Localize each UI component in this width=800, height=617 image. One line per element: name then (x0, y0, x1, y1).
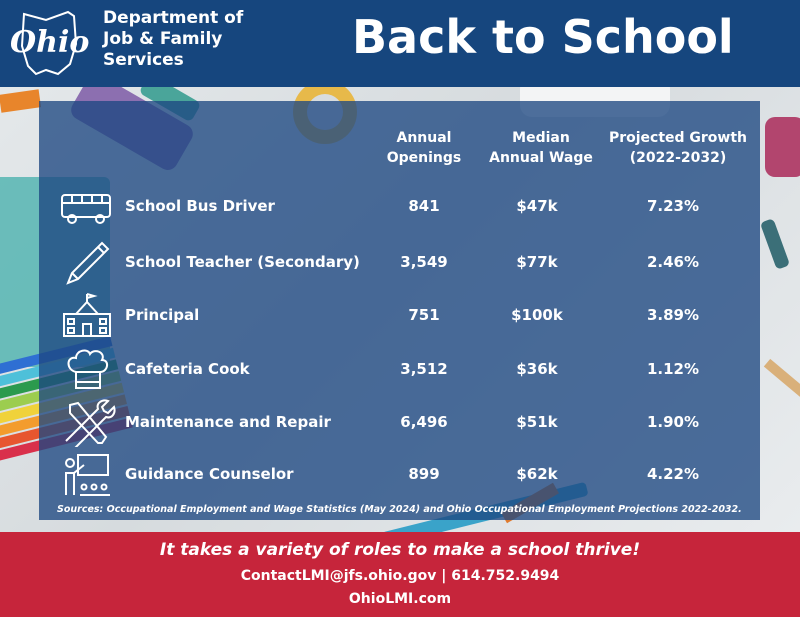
table-row: School Bus Driver 841 $47k 7.23% (58, 183, 748, 231)
logo-text: Ohio (10, 25, 89, 60)
table-row: Cafeteria Cook 3,512 $36k 1.12% (58, 346, 748, 394)
footer-banner (0, 532, 800, 617)
annual-openings-value: 899 (408, 465, 440, 483)
agency-name: Department of Job & Family Services (103, 8, 243, 71)
header-median-wage-line2: Annual Wage (489, 150, 593, 166)
projected-growth-value: 3.89% (646, 306, 700, 324)
header-median-wage-line1: Median (512, 130, 570, 146)
header-median-wage: Median Annual Wage (481, 128, 601, 168)
agency-line-2: Job & Family (103, 29, 223, 49)
tools-icon (58, 399, 116, 450)
median-wage-value: $62k (516, 465, 558, 483)
annual-openings-value: 3,549 (400, 253, 448, 271)
occupation-name: School Teacher (Secondary) (125, 253, 360, 271)
occupation-name: Principal (125, 306, 200, 324)
projected-growth-value: 2.46% (646, 253, 700, 271)
annual-openings-value: 3,512 (400, 360, 448, 378)
projected-growth-value: 4.22% (646, 465, 700, 483)
median-wage-value: $51k (516, 413, 558, 431)
table-row: Principal 751 $100k 3.89% (58, 292, 748, 340)
header-annual-openings-line1: Annual (396, 130, 452, 146)
bus-icon (58, 183, 116, 231)
header-annual-openings-line2: Openings (386, 150, 462, 166)
table-row: School Teacher (Secondary) 3,549 $77k 2.… (58, 239, 748, 287)
projected-growth-value: 1.12% (646, 360, 700, 378)
header-projected-growth-line1: Projected Growth (608, 130, 748, 146)
data-panel (39, 101, 760, 520)
table-row: Guidance Counselor 899 $62k 4.22% (58, 451, 748, 499)
agency-line-1: Department of (103, 8, 244, 28)
website-link[interactable]: OhioLMI.com (348, 591, 452, 607)
school-building-icon (58, 292, 116, 340)
header-projected-growth: Projected Growth (2022-2032) (598, 128, 758, 168)
tagline: It takes a variety of roles to make a sc… (159, 540, 641, 560)
contact-info[interactable]: ContactLMI@jfs.ohio.gov | 614.752.9494 (240, 568, 560, 584)
median-wage-value: $77k (516, 253, 558, 271)
pencil-icon (58, 239, 116, 287)
projected-growth-value: 7.23% (646, 197, 700, 215)
chef-hat-icon (58, 346, 116, 394)
header-banner: Ohio Department of Job & Family Services… (0, 0, 800, 87)
projected-growth-value: 1.90% (646, 413, 700, 431)
occupation-name: School Bus Driver (125, 197, 275, 215)
page-title: Back to School (352, 10, 734, 64)
header-annual-openings: Annual Openings (364, 128, 484, 168)
occupation-name: Maintenance and Repair (125, 413, 331, 431)
median-wage-value: $100k (511, 306, 563, 324)
annual-openings-value: 841 (408, 197, 440, 215)
agency-line-3: Services (103, 50, 184, 70)
median-wage-value: $36k (516, 360, 558, 378)
annual-openings-value: 751 (408, 306, 440, 324)
table-row: Maintenance and Repair 6,496 $51k 1.90% (58, 399, 748, 450)
sources-note: Sources: Occupational Employment and Wag… (57, 504, 742, 515)
median-wage-value: $47k (516, 197, 558, 215)
ohio-logo: Ohio (6, 6, 98, 81)
header-projected-growth-line2: (2022-2032) (629, 150, 727, 166)
teacher-board-icon (58, 451, 116, 499)
annual-openings-value: 6,496 (400, 413, 448, 431)
occupation-name: Guidance Counselor (125, 465, 294, 483)
occupation-name: Cafeteria Cook (125, 360, 250, 378)
